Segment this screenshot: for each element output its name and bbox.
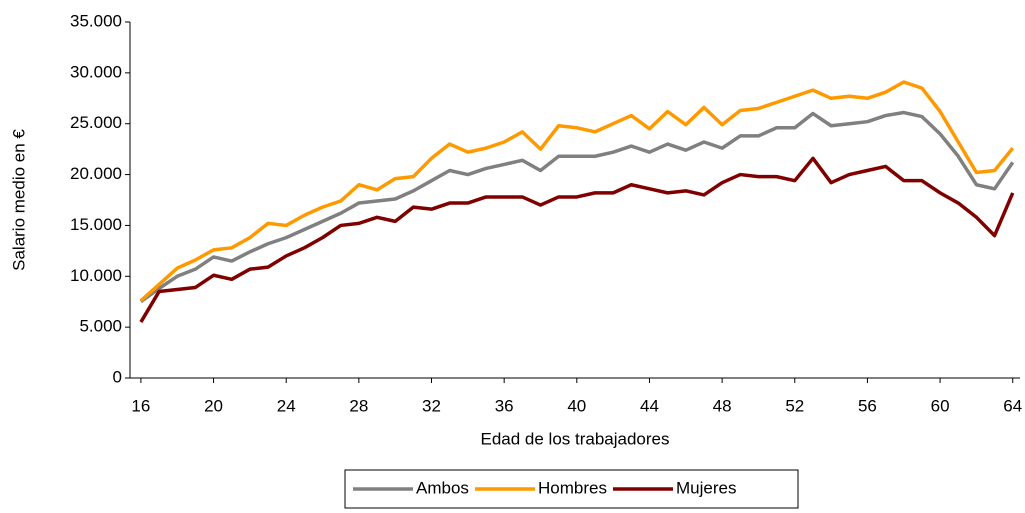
legend-label: Mujeres xyxy=(676,478,736,497)
series-line xyxy=(139,110,1015,304)
y-tick-label: 30.000 xyxy=(70,62,122,81)
x-tick-label: 24 xyxy=(277,396,296,415)
y-axis-title: Salario medio en € xyxy=(9,129,28,271)
x-tick-label: 40 xyxy=(567,396,586,415)
x-tick-label: 16 xyxy=(131,396,150,415)
y-tick-label: 25.000 xyxy=(70,113,122,132)
y-tick-label: 15.000 xyxy=(70,215,122,234)
x-tick-label: 56 xyxy=(858,396,877,415)
y-tick-label: 35.000 xyxy=(70,11,122,30)
x-tick-label: 52 xyxy=(785,396,804,415)
x-tick-label: 28 xyxy=(349,396,368,415)
series-line xyxy=(139,156,1015,323)
y-tick-label: 0 xyxy=(113,367,122,386)
series-line xyxy=(139,80,1015,303)
x-tick-label: 48 xyxy=(713,396,732,415)
x-tick-label: 36 xyxy=(495,396,514,415)
x-tick-label: 60 xyxy=(931,396,950,415)
x-tick-label: 20 xyxy=(204,396,223,415)
x-axis-title: Edad de los trabajadores xyxy=(480,429,669,448)
legend-label: Ambos xyxy=(416,478,469,497)
x-tick-label: 44 xyxy=(640,396,659,415)
legend-label: Hombres xyxy=(538,478,607,497)
y-tick-label: 5.000 xyxy=(79,317,122,336)
y-tick-label: 20.000 xyxy=(70,164,122,183)
x-tick-label: 32 xyxy=(422,396,441,415)
x-tick-label: 64 xyxy=(1003,396,1022,415)
y-tick-label: 10.000 xyxy=(70,266,122,285)
legend-box xyxy=(344,469,799,509)
